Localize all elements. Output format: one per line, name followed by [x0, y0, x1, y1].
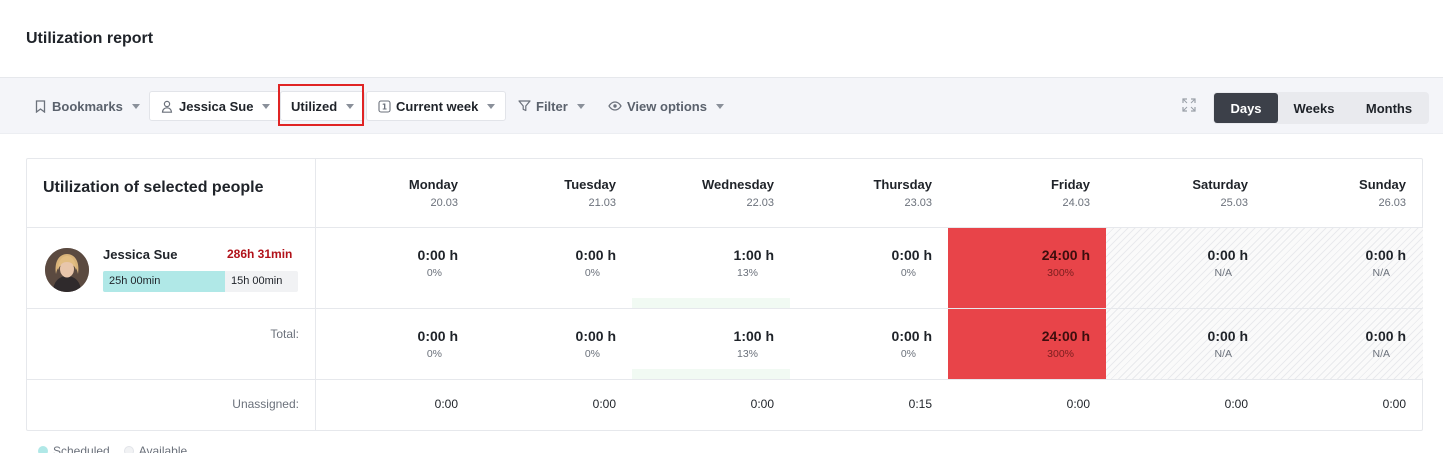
available-dot-icon [123, 446, 134, 453]
unassigned-label: Unassigned: [232, 397, 299, 411]
day-header-wednesday: Wednesday 22.03 [701, 177, 774, 209]
available-hours: 15h 00min [231, 275, 283, 287]
unassigned-cell-friday: 0:00 [1066, 397, 1090, 411]
person-cell-tuesday[interactable]: 0:00 h 0% [575, 247, 616, 279]
day-header-monday: Monday 20.03 [408, 177, 458, 209]
unassigned-cell-monday: 0:00 [434, 397, 458, 411]
unassigned-cell-tuesday: 0:00 [592, 397, 616, 411]
scheduled-hours: 25h 00min [109, 275, 161, 287]
row-divider [27, 308, 1422, 309]
bookmarks-dropdown[interactable]: Bookmarks [33, 91, 140, 121]
toolbar: Bookmarks Jessica Sue Utilized 1 Current… [0, 78, 1443, 134]
unassigned-cell-sunday: 0:00 [1382, 397, 1406, 411]
person-total-hours: 286h 31min [227, 247, 293, 261]
person-label: Jessica Sue [179, 98, 254, 114]
bookmark-icon [33, 99, 47, 113]
wednesday-total-fill [632, 369, 790, 379]
person-cell-saturday[interactable]: 0:00 h N/A [1207, 247, 1248, 279]
scheduled-dot-icon [38, 446, 48, 453]
period-dropdown[interactable]: 1 Current week [366, 91, 507, 121]
utilization-mode-dropdown[interactable]: Utilized [280, 91, 366, 121]
eye-icon [608, 99, 622, 113]
legend-available: Available [138, 444, 188, 453]
day-header-saturday: Saturday 25.03 [1192, 177, 1248, 209]
legend-scheduled: Scheduled [53, 444, 110, 453]
page-title: Utilization report [26, 30, 154, 47]
total-cell-sunday: 0:00 h N/A [1365, 328, 1406, 360]
day-header-thursday: Thursday 23.03 [873, 177, 932, 209]
person-name[interactable]: Jessica Sue [103, 247, 178, 262]
total-cell-monday: 0:00 h 0% [417, 328, 458, 360]
view-options-label: View options [627, 98, 707, 114]
total-cell-thursday: 0:00 h 0% [891, 328, 932, 360]
bookmarks-label: Bookmarks [52, 98, 123, 114]
chevron-down-icon [487, 103, 496, 109]
chevron-down-icon [262, 103, 271, 109]
day-header-tuesday: Tuesday 21.03 [564, 177, 616, 209]
weekend-cells [1106, 228, 1423, 379]
page-header: Utilization report [0, 0, 1443, 78]
person-cell-wednesday[interactable]: 1:00 h 13% [733, 247, 774, 279]
weeks-tab[interactable]: Weeks [1293, 100, 1335, 116]
person-cell-thursday[interactable]: 0:00 h 0% [891, 247, 932, 279]
svg-text:1: 1 [381, 102, 386, 111]
chevron-down-icon [576, 103, 585, 109]
months-tab[interactable]: Months [1365, 100, 1413, 116]
highlight-box [278, 84, 364, 126]
grid-title: Utilization of selected people [43, 179, 264, 196]
chevron-down-icon [131, 103, 140, 109]
calendar-icon: 1 [377, 99, 391, 113]
mode-label: Utilized [291, 98, 338, 114]
avatar[interactable] [45, 248, 89, 292]
total-label: Total: [270, 327, 299, 341]
period-label: Current week [396, 98, 479, 114]
over-utilized-cell [948, 228, 1106, 379]
legend: Scheduled Available [38, 444, 187, 453]
expand-icon[interactable] [1181, 97, 1197, 113]
person-dropdown[interactable]: Jessica Sue [149, 91, 282, 121]
person-cell-sunday[interactable]: 0:00 h N/A [1365, 247, 1406, 279]
column-divider [315, 159, 316, 430]
chevron-down-icon [715, 103, 724, 109]
row-divider [27, 379, 1422, 380]
filter-label: Filter [536, 98, 568, 114]
person-cell-monday[interactable]: 0:00 h 0% [417, 247, 458, 279]
wednesday-fill [632, 298, 790, 308]
days-tab[interactable]: Days [1214, 93, 1278, 123]
total-cell-saturday: 0:00 h N/A [1207, 328, 1248, 360]
total-cell-tuesday: 0:00 h 0% [575, 328, 616, 360]
utilization-grid: Utilization of selected people Monday 20.… [26, 158, 1423, 431]
person-cell-friday[interactable]: 24:00 h 300% [1041, 247, 1090, 279]
unassigned-cell-wednesday: 0:00 [750, 397, 774, 411]
filter-icon [517, 99, 531, 113]
view-toggle: Days Weeks Months [1213, 92, 1429, 124]
view-options-dropdown[interactable]: View options [608, 91, 724, 121]
day-header-friday: Friday 24.03 [1050, 177, 1090, 209]
scheduled-fill [103, 271, 225, 292]
total-cell-wednesday: 1:00 h 13% [733, 328, 774, 360]
row-divider [27, 227, 1422, 228]
chevron-down-icon [346, 103, 355, 109]
total-cell-friday: 24:00 h 300% [1041, 328, 1090, 360]
unassigned-cell-saturday: 0:00 [1224, 397, 1248, 411]
unassigned-cell-thursday: 0:15 [908, 397, 932, 411]
day-header-sunday: Sunday 26.03 [1359, 177, 1406, 209]
user-icon [160, 99, 174, 113]
capacity-bar: 25h 00min 15h 00min [103, 271, 298, 292]
filter-dropdown[interactable]: Filter [517, 91, 585, 121]
